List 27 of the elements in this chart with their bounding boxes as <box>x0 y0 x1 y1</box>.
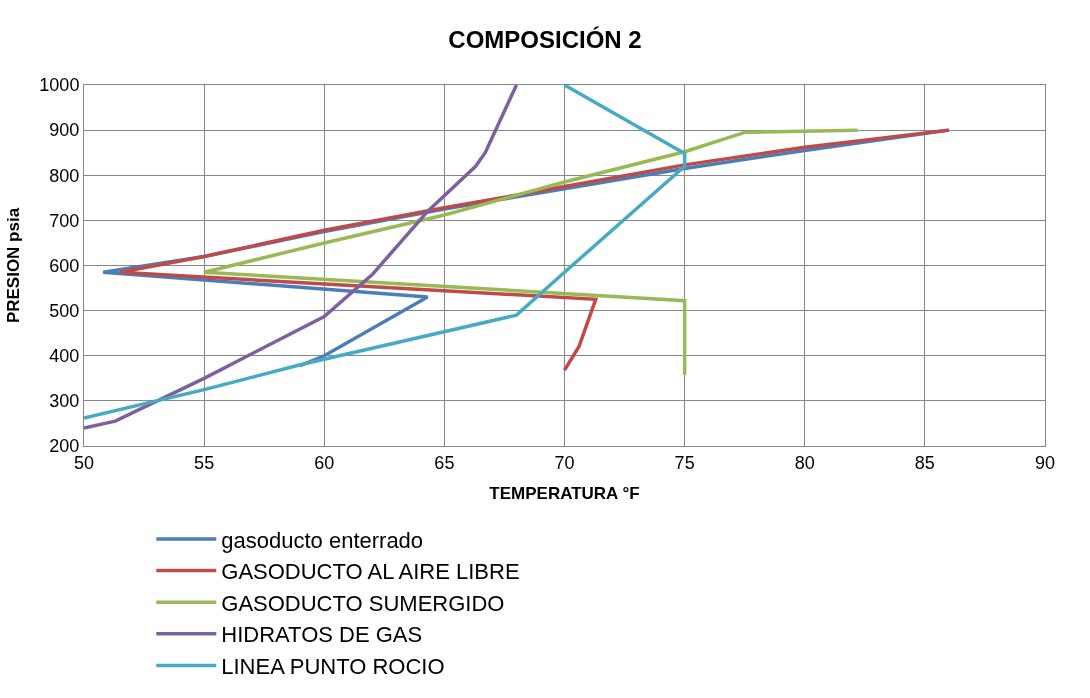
x-tick-label: 90 <box>1034 452 1056 473</box>
line-series <box>84 85 687 420</box>
y-axis-title: PRESION psia <box>3 207 23 324</box>
y-tick-label: 400 <box>49 346 80 367</box>
y-tick-label: 900 <box>49 120 80 141</box>
x-tick-label: 80 <box>794 452 815 473</box>
legend-label: gasoducto enterrado <box>221 527 424 553</box>
x-tick-label: 65 <box>434 452 455 473</box>
chart-title: COMPOSICIÓN 2 <box>448 26 642 54</box>
legend-label: GASODUCTO AL AIRE LIBRE <box>221 559 520 585</box>
x-tick-label: 75 <box>674 452 695 473</box>
x-tick-label: 85 <box>914 452 935 473</box>
y-tick-label: 1000 <box>39 75 80 96</box>
legend-label: GASODUCTO SUMERGIDO <box>221 590 505 616</box>
line-series <box>202 128 860 377</box>
x-tick-label: 60 <box>314 452 335 473</box>
y-tick-label: 700 <box>49 210 80 231</box>
y-tick-label: 600 <box>49 255 80 276</box>
y-tick-label: 300 <box>49 391 80 412</box>
y-tick-label: 800 <box>49 165 80 186</box>
y-tick-label: 500 <box>49 300 80 321</box>
legend-label: LINEA PUNTO ROCIO <box>221 653 445 679</box>
line-series <box>84 85 519 430</box>
x-axis-title: TEMPERATURA °F <box>489 484 640 503</box>
legend-label: HIDRATOS DE GAS <box>221 622 423 648</box>
x-tick-label: 55 <box>194 452 215 473</box>
x-tick-label: 70 <box>554 452 575 473</box>
